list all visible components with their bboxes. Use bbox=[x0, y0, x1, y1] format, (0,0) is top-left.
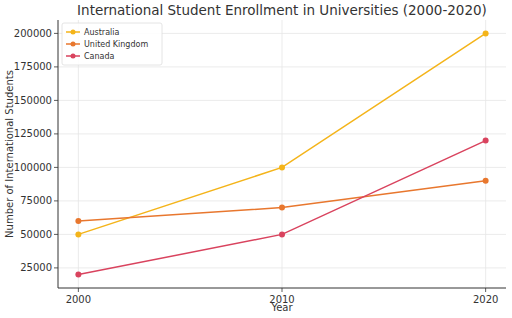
series-line bbox=[78, 141, 485, 275]
legend-box bbox=[62, 23, 162, 65]
series-marker bbox=[75, 231, 81, 237]
background bbox=[0, 0, 512, 318]
x-tick bbox=[485, 288, 486, 292]
legend-swatch-marker bbox=[71, 42, 76, 47]
y-tick bbox=[54, 167, 58, 168]
plot-area bbox=[75, 30, 488, 277]
y-tick bbox=[54, 133, 58, 134]
x-grid-line bbox=[485, 20, 486, 288]
legend-swatch-marker bbox=[71, 30, 76, 35]
chart-svg: 25000 50000 75000 100000 125000 150000 175000 2… bbox=[0, 0, 512, 318]
legend: Australia United Kingdom Canada bbox=[62, 23, 162, 65]
series-marker bbox=[279, 231, 285, 237]
y-tick-label: 100000 bbox=[14, 162, 52, 173]
y-tick-label: 25000 bbox=[20, 262, 52, 273]
y-tick-label: 200000 bbox=[14, 28, 52, 39]
y-tick bbox=[54, 66, 58, 67]
series-marker bbox=[279, 205, 285, 211]
series-marker bbox=[483, 178, 489, 184]
x-tick bbox=[282, 288, 283, 292]
y-axis-label: Number of International Students bbox=[4, 70, 15, 238]
y-tick bbox=[54, 267, 58, 268]
series-marker bbox=[75, 218, 81, 224]
x-tick-label: 2000 bbox=[66, 294, 91, 305]
y-tick bbox=[54, 33, 58, 34]
y-tick bbox=[54, 200, 58, 201]
y-tick-label: 175000 bbox=[14, 61, 52, 72]
series-marker bbox=[279, 164, 285, 170]
series-marker bbox=[483, 30, 489, 36]
legend-label: United Kingdom bbox=[84, 40, 148, 49]
y-axis-line bbox=[58, 20, 59, 288]
x-tick bbox=[78, 288, 79, 292]
chart-container: 25000 50000 75000 100000 125000 150000 175000 2… bbox=[0, 0, 512, 318]
legend-label: Australia bbox=[84, 28, 119, 37]
series-line bbox=[78, 181, 485, 221]
x-axis-line bbox=[58, 288, 506, 289]
y-tick-label: 50000 bbox=[20, 229, 52, 240]
y-tick-label: 75000 bbox=[20, 195, 52, 206]
y-tick-label: 150000 bbox=[14, 95, 52, 106]
legend-swatch-marker bbox=[71, 54, 76, 59]
x-tick-label: 2020 bbox=[473, 294, 498, 305]
series-marker bbox=[75, 272, 81, 278]
y-tick bbox=[54, 100, 58, 101]
chart-title: International Student Enrollment in Univ… bbox=[77, 2, 487, 18]
legend-label: Canada bbox=[84, 52, 115, 61]
x-axis-label: Year bbox=[270, 302, 293, 313]
y-tick-label: 125000 bbox=[14, 128, 52, 139]
x-grid-line bbox=[282, 20, 283, 288]
y-tick bbox=[54, 234, 58, 235]
series-marker bbox=[483, 138, 489, 144]
